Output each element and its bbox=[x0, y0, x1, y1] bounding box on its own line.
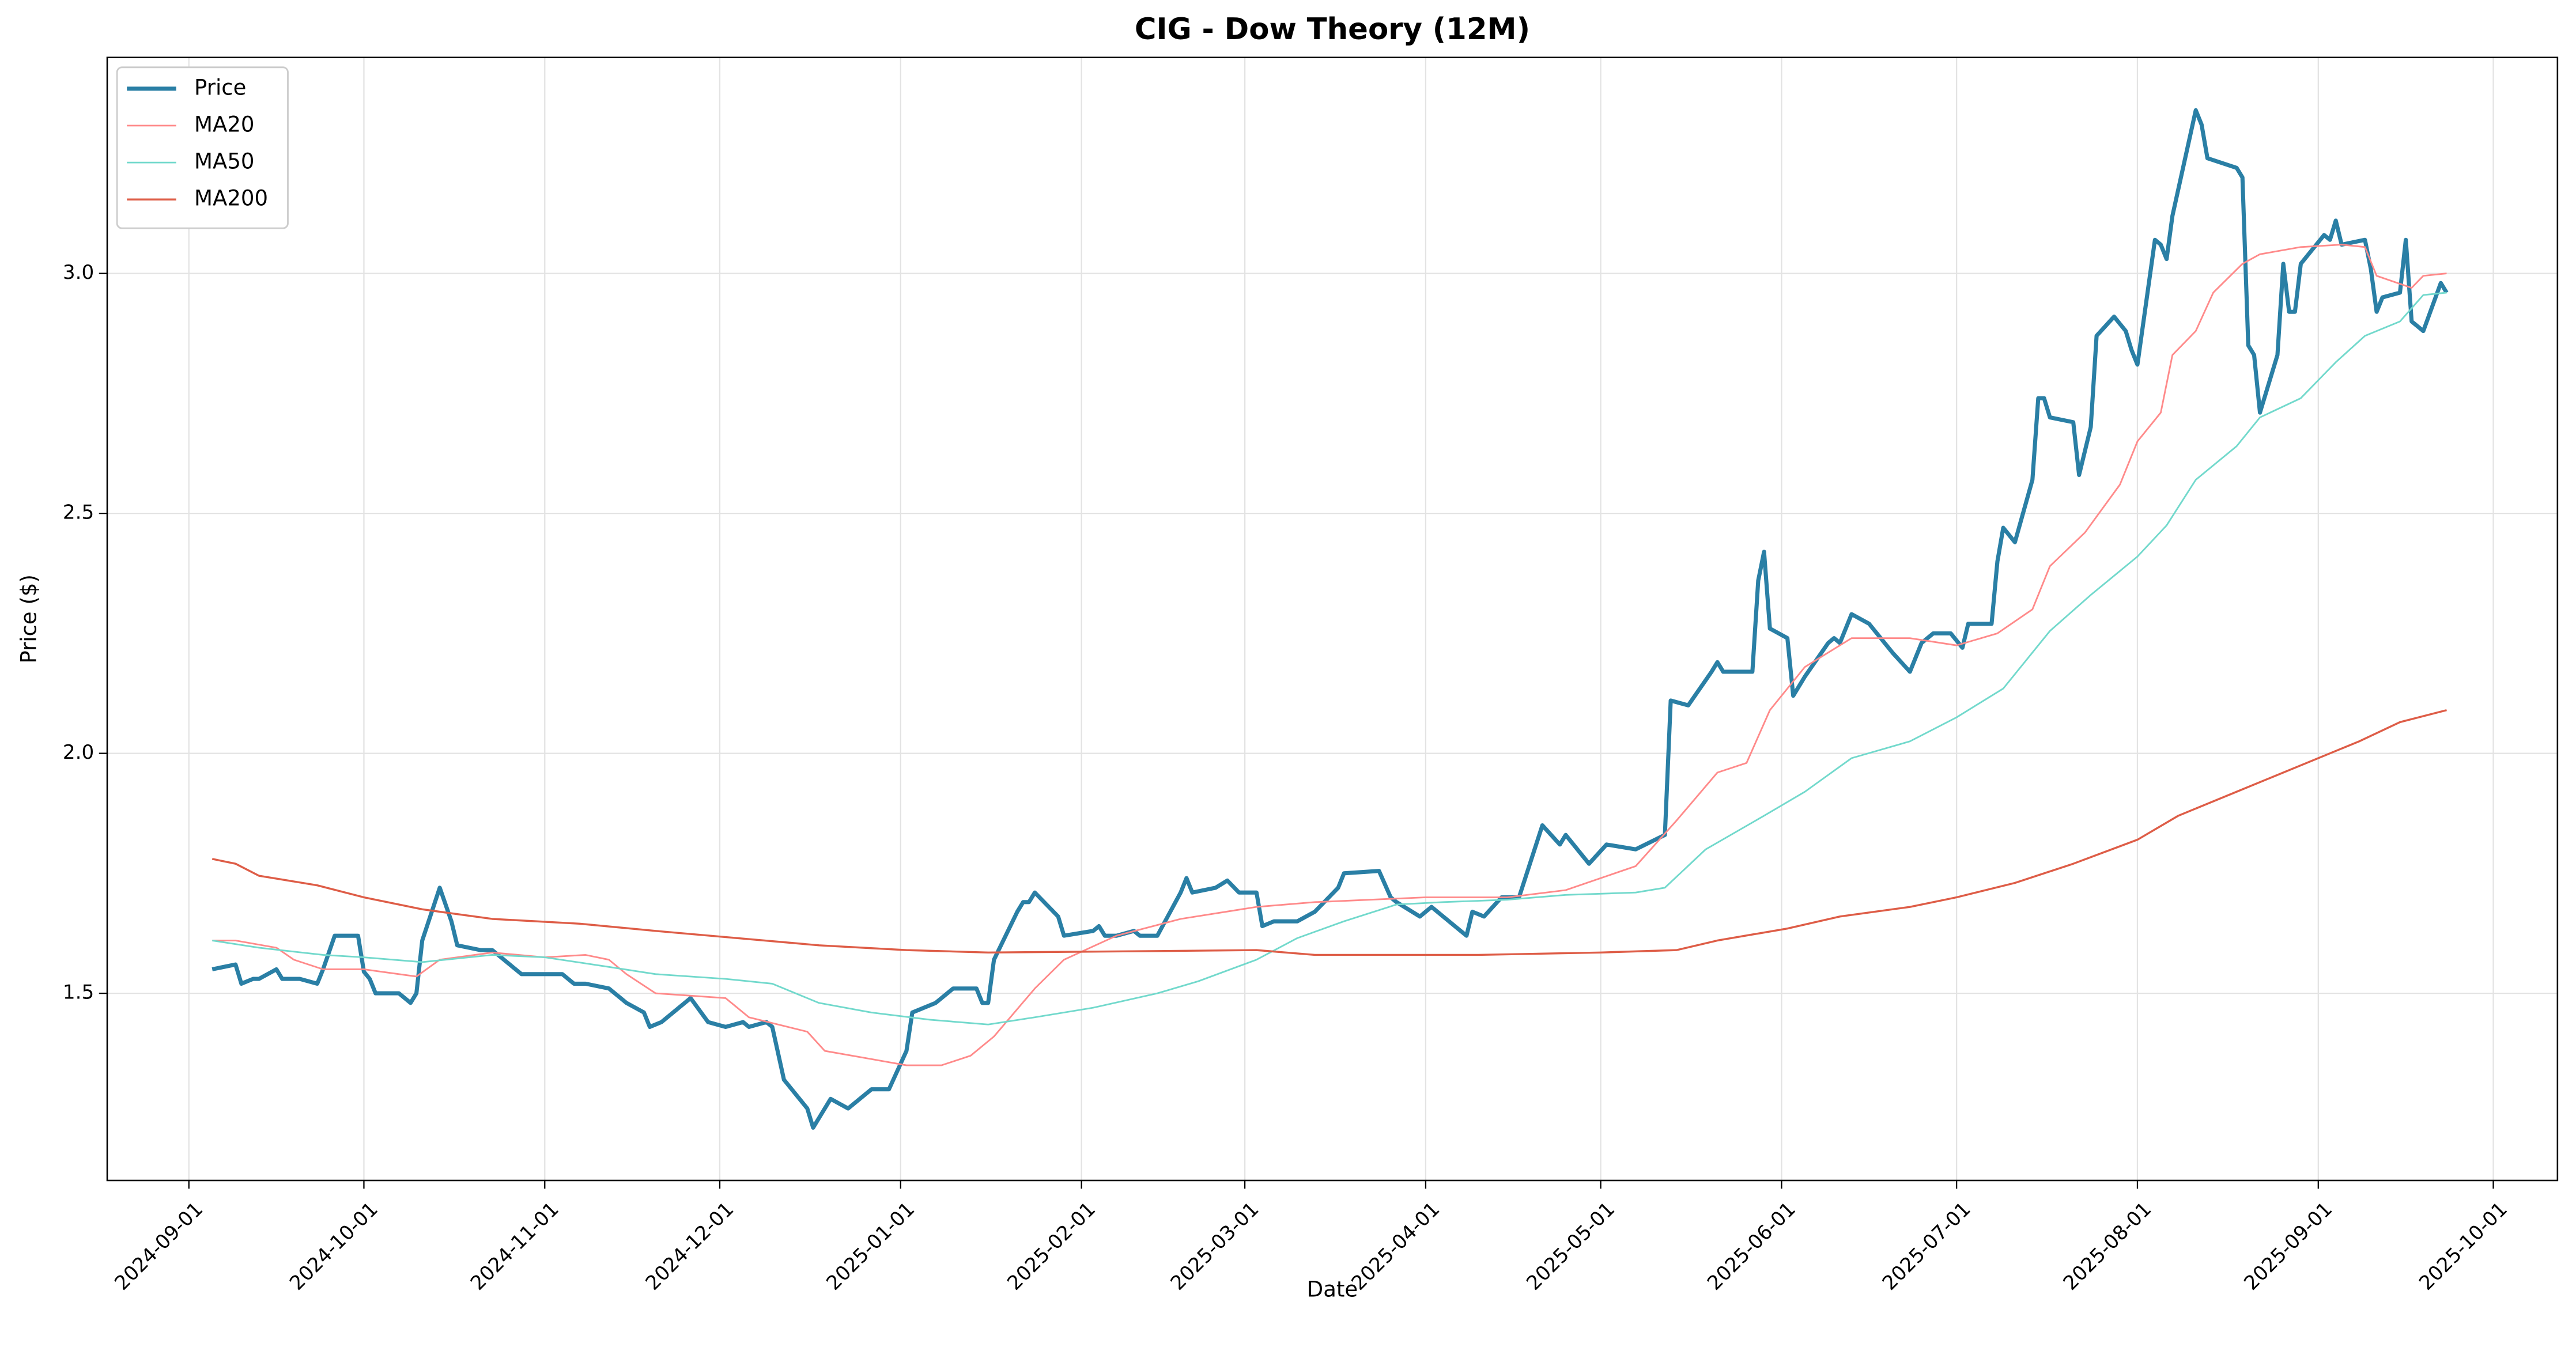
chart-title: CIG - Dow Theory (12M) bbox=[1135, 12, 1530, 47]
price-line bbox=[212, 292, 2447, 1026]
legend-label: MA200 bbox=[194, 186, 268, 211]
y-tick-label: 2.5 bbox=[63, 501, 94, 524]
legend-label: Price bbox=[194, 75, 246, 100]
legend-box bbox=[116, 66, 289, 229]
y-tick-label: 2.0 bbox=[63, 741, 94, 764]
legend-label: MA20 bbox=[194, 112, 254, 137]
y-axis-label: Price ($) bbox=[17, 574, 41, 664]
plot-frame bbox=[106, 56, 2559, 1182]
y-tick-label: 1.5 bbox=[63, 981, 94, 1004]
y-tick-label: 3.0 bbox=[63, 261, 94, 284]
x-axis-label: Date bbox=[1307, 1277, 1358, 1301]
legend-label: MA50 bbox=[194, 149, 254, 174]
price-line bbox=[211, 709, 2447, 956]
price-line bbox=[211, 108, 2449, 1130]
